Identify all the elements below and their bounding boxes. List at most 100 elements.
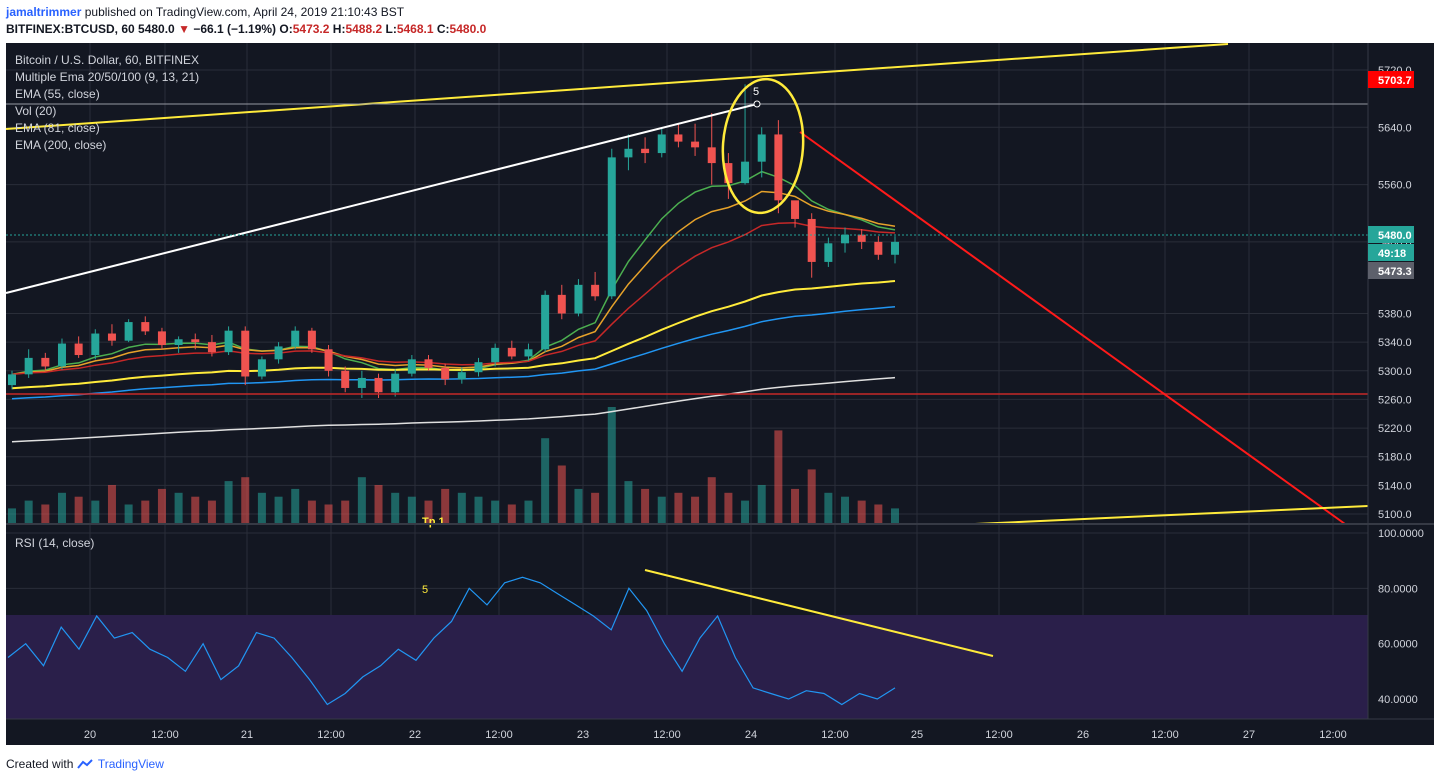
candle-body: [191, 339, 200, 343]
price-tick-label: 5380.0: [1378, 308, 1412, 320]
candle-body: [374, 377, 383, 393]
candles[interactable]: [8, 84, 899, 398]
volume-bar: [324, 504, 333, 524]
candle-body: [824, 243, 833, 262]
volume-bar: [574, 488, 583, 524]
candle-body: [691, 141, 700, 148]
candle-body: [524, 349, 533, 357]
footer: Created with TradingView: [6, 757, 164, 771]
candle-body: [507, 347, 516, 357]
volume-bar: [41, 504, 50, 524]
time-tick-label: 12:00: [1151, 729, 1179, 741]
anchor-point: [753, 100, 761, 108]
price-tag-last-bg: [1368, 226, 1414, 243]
volume-bar: [524, 500, 533, 524]
price-tag-last: 5480.0: [1378, 230, 1412, 242]
open-value: 5473.2: [292, 22, 330, 36]
volume-bar: [441, 488, 450, 524]
tradingview-logo-icon[interactable]: [76, 758, 95, 769]
rsi-tick-label: 100.0000: [1378, 528, 1424, 540]
candle-body: [391, 373, 400, 393]
time-tick-label: 12:00: [151, 729, 179, 741]
candle-body: [574, 284, 583, 314]
ema-200-line: [11, 376, 896, 443]
volume-bar: [124, 504, 133, 524]
symbol-label: BITFINEX:BTCUSD, 60: [6, 22, 135, 36]
volume-bar: [707, 477, 716, 524]
rsi-tick-label: 40.0000: [1378, 694, 1418, 706]
time-tick-label: 12:00: [317, 729, 345, 741]
candle-body: [291, 330, 300, 347]
tradingview-brand-link[interactable]: TradingView: [97, 757, 164, 771]
candle-body: [41, 357, 50, 367]
candle-body: [357, 377, 366, 388]
candle-body: [74, 343, 83, 356]
candle-body: [174, 339, 183, 345]
wave-label-top: 5: [753, 86, 759, 98]
price-tick-label: 5180.0: [1378, 452, 1412, 464]
candle-body: [791, 200, 800, 219]
upper-trendline: [5, 43, 1229, 130]
time-tick-label: 27: [1243, 729, 1255, 741]
publish-info: jamaltrimmer published on TradingView.co…: [6, 5, 404, 19]
volume-bar: [657, 496, 666, 524]
volume-bar: [757, 485, 766, 524]
price-tick-label: 5100.0: [1378, 509, 1412, 521]
candle-body: [474, 362, 483, 373]
time-tick-label: 26: [1077, 729, 1089, 741]
candle-body: [674, 134, 683, 142]
time-tick-label: 20: [84, 729, 96, 741]
legend-item: Bitcoin / U.S. Dollar, 60, BITFINEX: [15, 53, 199, 67]
white-trendline: [5, 103, 758, 294]
price-tag-low-bg: [1368, 262, 1414, 279]
time-tick-label: 12:00: [985, 729, 1013, 741]
volume-bar: [107, 485, 116, 524]
candle-body: [624, 148, 633, 158]
volume-bars: [8, 407, 899, 524]
candle-body: [557, 294, 566, 314]
legend-item: Multiple Ema 20/50/100 (9, 13, 21): [15, 70, 199, 84]
volume-bar: [891, 508, 899, 524]
volume-bar: [391, 492, 400, 524]
time-tick-label: 12:00: [653, 729, 681, 741]
candle-body: [257, 359, 266, 377]
volume-bar: [8, 508, 16, 524]
volume-bar: [374, 485, 383, 524]
trend-drawings[interactable]: 5 5 Tp 1: [5, 43, 1369, 657]
volume-bar: [257, 492, 266, 524]
volume-bar: [191, 496, 200, 524]
volume-bar: [91, 500, 100, 524]
candle-body: [424, 359, 433, 368]
close-label: C:: [436, 22, 450, 36]
volume-bar: [491, 500, 500, 524]
price-tick-label: 5340.0: [1378, 337, 1412, 349]
open-label: O:: [279, 22, 293, 36]
price-tick-label: 5140.0: [1378, 480, 1412, 492]
candle-body: [541, 294, 550, 350]
volume-bar: [207, 500, 216, 524]
candle-body: [124, 322, 133, 341]
volume-bar: [457, 492, 466, 524]
volume-bar: [157, 488, 166, 524]
volume-bar: [791, 488, 800, 524]
volume-bar: [174, 492, 183, 524]
close-value: 5480.0: [449, 22, 487, 36]
rsi-overbought-band: [6, 615, 1368, 719]
candle-body: [341, 370, 350, 388]
volume-bar: [591, 492, 600, 524]
high-label: H:: [332, 22, 346, 36]
candle-body: [707, 147, 716, 164]
time-tick-label: 12:00: [485, 729, 513, 741]
candle-body: [8, 374, 16, 386]
author-link[interactable]: jamaltrimmer: [6, 5, 82, 19]
rsi-tick-label: 60.0000: [1378, 639, 1418, 651]
low-label: L:: [385, 22, 397, 36]
change-value: −66.1 (−1.19%): [193, 22, 277, 36]
volume-bar: [624, 481, 633, 524]
time-tick-label: 25: [911, 729, 923, 741]
candle-body: [857, 234, 866, 242]
volume-bar: [474, 496, 483, 524]
legend-item: EMA (200, close): [15, 138, 106, 152]
ema-13-line: [11, 190, 896, 376]
